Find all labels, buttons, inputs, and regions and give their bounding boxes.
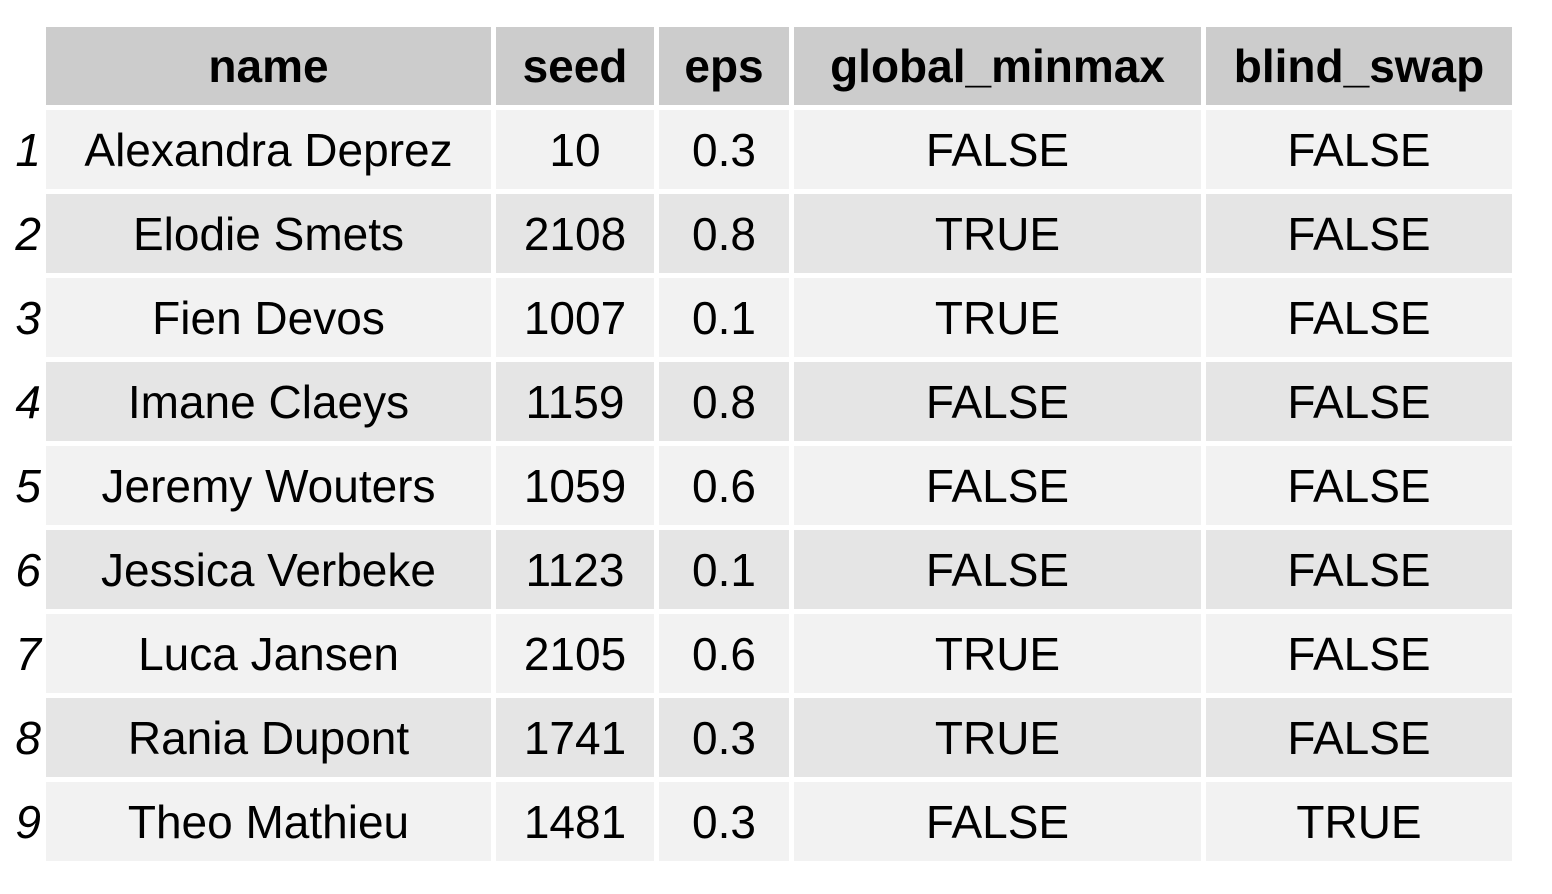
cell-eps: 0.8	[659, 362, 789, 441]
data-table-container: name seed eps global_minmax blind_swap 1…	[0, 22, 1517, 866]
cell-blind-swap: FALSE	[1206, 194, 1512, 273]
cell-seed: 2105	[496, 614, 654, 693]
cell-name: Fien Devos	[46, 278, 491, 357]
table-row: 1 Alexandra Deprez 10 0.3 FALSE FALSE	[5, 110, 1512, 189]
cell-blind-swap: FALSE	[1206, 278, 1512, 357]
cell-blind-swap: FALSE	[1206, 110, 1512, 189]
cell-name: Jessica Verbeke	[46, 530, 491, 609]
cell-seed: 1059	[496, 446, 654, 525]
cell-eps: 0.8	[659, 194, 789, 273]
column-header-eps: eps	[659, 27, 789, 105]
cell-eps: 0.1	[659, 530, 789, 609]
cell-blind-swap: FALSE	[1206, 698, 1512, 777]
row-index: 2	[15, 207, 41, 260]
table-row: 4 Imane Claeys 1159 0.8 FALSE FALSE	[5, 362, 1512, 441]
row-index: 8	[15, 711, 41, 764]
cell-blind-swap: FALSE	[1206, 614, 1512, 693]
cell-name: Alexandra Deprez	[46, 110, 491, 189]
cell-global-minmax: FALSE	[794, 530, 1201, 609]
table-row: 2 Elodie Smets 2108 0.8 TRUE FALSE	[5, 194, 1512, 273]
cell-seed: 1481	[496, 782, 654, 861]
corner-cell	[5, 27, 41, 105]
cell-eps: 0.3	[659, 110, 789, 189]
cell-global-minmax: FALSE	[794, 110, 1201, 189]
cell-seed: 1159	[496, 362, 654, 441]
row-index: 4	[15, 375, 41, 428]
row-index: 5	[15, 459, 41, 512]
cell-name: Luca Jansen	[46, 614, 491, 693]
cell-seed: 1007	[496, 278, 654, 357]
cell-global-minmax: TRUE	[794, 614, 1201, 693]
cell-eps: 0.6	[659, 614, 789, 693]
cell-seed: 1123	[496, 530, 654, 609]
column-header-global-minmax: global_minmax	[794, 27, 1201, 105]
cell-blind-swap: TRUE	[1206, 782, 1512, 861]
cell-seed: 10	[496, 110, 654, 189]
cell-name: Rania Dupont	[46, 698, 491, 777]
table-row: 5 Jeremy Wouters 1059 0.6 FALSE FALSE	[5, 446, 1512, 525]
column-header-blind-swap: blind_swap	[1206, 27, 1512, 105]
cell-global-minmax: FALSE	[794, 446, 1201, 525]
row-index: 7	[15, 627, 41, 680]
table-row: 6 Jessica Verbeke 1123 0.1 FALSE FALSE	[5, 530, 1512, 609]
cell-eps: 0.3	[659, 698, 789, 777]
header-row: name seed eps global_minmax blind_swap	[5, 27, 1512, 105]
cell-blind-swap: FALSE	[1206, 446, 1512, 525]
row-index: 9	[15, 795, 41, 848]
cell-eps: 0.6	[659, 446, 789, 525]
row-index: 6	[15, 543, 41, 596]
column-header-seed: seed	[496, 27, 654, 105]
row-index: 3	[15, 291, 41, 344]
cell-global-minmax: TRUE	[794, 698, 1201, 777]
data-table: name seed eps global_minmax blind_swap 1…	[0, 22, 1517, 866]
cell-global-minmax: TRUE	[794, 278, 1201, 357]
cell-name: Elodie Smets	[46, 194, 491, 273]
cell-name: Imane Claeys	[46, 362, 491, 441]
cell-seed: 1741	[496, 698, 654, 777]
cell-eps: 0.3	[659, 782, 789, 861]
cell-global-minmax: FALSE	[794, 362, 1201, 441]
cell-global-minmax: TRUE	[794, 194, 1201, 273]
column-header-name: name	[46, 27, 491, 105]
table-row: 9 Theo Mathieu 1481 0.3 FALSE TRUE	[5, 782, 1512, 861]
cell-name: Jeremy Wouters	[46, 446, 491, 525]
cell-blind-swap: FALSE	[1206, 362, 1512, 441]
cell-blind-swap: FALSE	[1206, 530, 1512, 609]
cell-seed: 2108	[496, 194, 654, 273]
table-row: 8 Rania Dupont 1741 0.3 TRUE FALSE	[5, 698, 1512, 777]
table-row: 7 Luca Jansen 2105 0.6 TRUE FALSE	[5, 614, 1512, 693]
cell-global-minmax: FALSE	[794, 782, 1201, 861]
cell-name: Theo Mathieu	[46, 782, 491, 861]
table-row: 3 Fien Devos 1007 0.1 TRUE FALSE	[5, 278, 1512, 357]
cell-eps: 0.1	[659, 278, 789, 357]
row-index: 1	[15, 123, 41, 176]
